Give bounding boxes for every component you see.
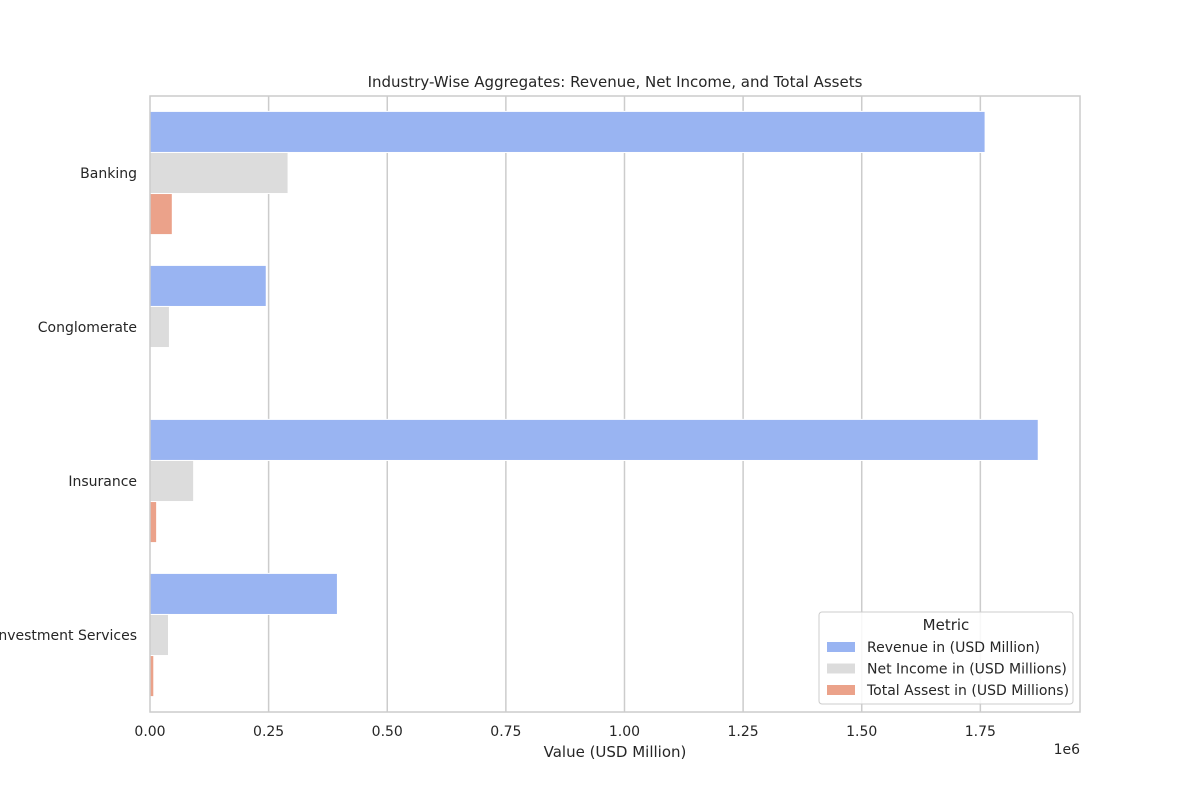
bar-investment-services-series-1[interactable] bbox=[149, 613, 170, 657]
legend[interactable]: Metric Revenue in (USD Million) Net Incom… bbox=[818, 611, 1074, 705]
plot-frame bbox=[149, 95, 1081, 713]
x-tick-label: 1.00 bbox=[609, 724, 640, 740]
y-tick-label: Insurance bbox=[68, 474, 137, 490]
y-tick-label: Conglomerate bbox=[38, 320, 137, 336]
x-tick-label: 1.25 bbox=[728, 724, 759, 740]
x-axis-title: Value (USD Million) bbox=[544, 743, 687, 761]
x-tick-label: 0.25 bbox=[253, 724, 284, 740]
legend-swatch bbox=[827, 685, 855, 695]
legend-box bbox=[818, 611, 1074, 705]
y-tick-label: Investment Services bbox=[0, 628, 137, 644]
bar-conglomerate-series-0[interactable] bbox=[149, 264, 267, 307]
x-axis-offset-text: 1e6 bbox=[1054, 742, 1081, 758]
chart-title: Industry-Wise Aggregates: Revenue, Net I… bbox=[368, 73, 863, 91]
legend-label: Total Assest in (USD Millions) bbox=[866, 683, 1069, 699]
x-tick-label: 0.00 bbox=[134, 724, 165, 740]
bar-banking-series-0[interactable] bbox=[149, 110, 986, 153]
x-tick-label: 1.50 bbox=[846, 724, 877, 740]
x-tick-label: 0.75 bbox=[490, 724, 521, 740]
y-tick-label: Banking bbox=[80, 166, 137, 182]
bars bbox=[149, 110, 1039, 698]
bar-conglomerate-series-1[interactable] bbox=[149, 305, 170, 349]
bar-insurance-series-0[interactable] bbox=[149, 418, 1039, 461]
x-tick-labels: 0.00 0.25 0.50 0.75 1.00 1.25 1.50 1.75 bbox=[134, 724, 996, 740]
bar-investment-services-series-0[interactable] bbox=[149, 572, 338, 615]
legend-items: Revenue in (USD Million) Net Income in (U… bbox=[827, 640, 1069, 699]
bar-banking-series-1[interactable] bbox=[149, 151, 289, 195]
x-tick-label: 0.50 bbox=[372, 724, 403, 740]
legend-swatch bbox=[827, 663, 855, 674]
bar-insurance-series-2[interactable] bbox=[149, 501, 158, 544]
bar-insurance-series-1[interactable] bbox=[149, 459, 195, 503]
grid-lines bbox=[267, 96, 982, 712]
legend-label: Revenue in (USD Million) bbox=[867, 640, 1040, 656]
legend-title: Metric bbox=[923, 616, 970, 634]
legend-swatch bbox=[827, 642, 855, 652]
bar-banking-series-2[interactable] bbox=[149, 193, 173, 236]
x-tick-label: 1.75 bbox=[965, 724, 996, 740]
legend-label: Net Income in (USD Millions) bbox=[867, 662, 1067, 678]
y-tick-labels: Banking Conglomerate Insurance Investment S… bbox=[0, 166, 137, 644]
